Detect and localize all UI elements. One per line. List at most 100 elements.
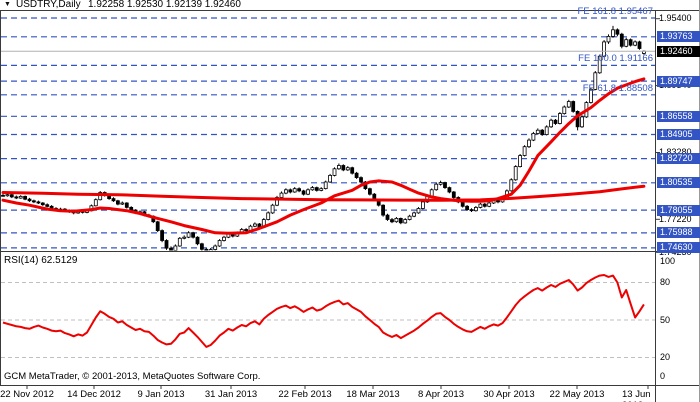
- fibonacci-expansion-label[interactable]: FE 61.8 1.88508: [582, 82, 653, 94]
- candle: [252, 222, 257, 228]
- candle: [597, 54, 602, 74]
- time-axis-label: 22 Nov 2012: [0, 389, 54, 400]
- candle: [186, 231, 191, 239]
- candle: [195, 236, 200, 246]
- candle: [182, 235, 187, 240]
- candle: [319, 187, 324, 192]
- price-axis-tick-label: 1.95400: [659, 13, 692, 24]
- candle: [434, 182, 439, 191]
- candle: [323, 180, 328, 190]
- candle: [385, 213, 390, 221]
- symbol-dropdown-icon[interactable]: ▼: [4, 1, 11, 8]
- candle: [328, 173, 333, 183]
- candle: [562, 105, 567, 115]
- candle: [487, 201, 492, 208]
- symbol-period-label: USDTRY,Daily: [16, 0, 81, 10]
- candle: [155, 220, 160, 233]
- candle: [628, 38, 633, 47]
- candle: [283, 188, 288, 195]
- rsi-scale-label: 0: [660, 371, 666, 381]
- candle: [350, 166, 355, 175]
- candle: [124, 202, 129, 209]
- candle: [270, 203, 275, 214]
- candle: [443, 181, 447, 189]
- candle: [266, 211, 271, 221]
- candle: [275, 195, 279, 207]
- time-axis-label: 8 Apr 2013: [418, 389, 464, 400]
- pane-separator[interactable]: [0, 251, 700, 252]
- price-level-badge: 1.93763: [657, 31, 700, 43]
- candle: [208, 248, 213, 251]
- candle: [310, 186, 315, 191]
- candle: [314, 186, 319, 192]
- candle: [199, 242, 204, 251]
- candle: [345, 166, 350, 171]
- candlesticks-layer[interactable]: [1, 25, 646, 252]
- candle: [32, 199, 36, 204]
- candle: [173, 244, 178, 251]
- candle: [540, 129, 545, 136]
- ohlc-values: 1.92258 1.92530 1.92139 1.92460: [88, 0, 241, 10]
- candle: [279, 191, 284, 199]
- candle: [398, 217, 403, 225]
- price-pane-top-border: [0, 10, 700, 11]
- candle: [580, 115, 584, 128]
- candle: [518, 154, 522, 168]
- candle: [611, 25, 615, 38]
- rsi-indicator-label: RSI(14) 62.5129: [4, 255, 78, 266]
- time-axis-border: [0, 385, 700, 386]
- chart-title-bar: ▼ USDTRY,Daily 1.92258 1.92530 1.92139 1…: [0, 0, 700, 10]
- candle: [535, 128, 540, 135]
- price-level-badge: 1.78055: [657, 204, 700, 216]
- candle: [522, 145, 527, 157]
- price-axis-tick-label: 1.77220: [659, 213, 692, 224]
- candle: [45, 203, 50, 208]
- time-axis-label: 22 Feb 2013: [278, 389, 332, 400]
- ma-fast-line[interactable]: [1, 77, 646, 235]
- candle: [18, 195, 23, 199]
- candle: [412, 211, 417, 218]
- rsi-line[interactable]: [2, 274, 645, 348]
- rsi-scale-label: 50: [660, 314, 671, 325]
- candle: [164, 239, 169, 250]
- candle: [633, 40, 637, 47]
- candle: [336, 163, 341, 170]
- candle: [553, 119, 558, 125]
- candle: [531, 131, 536, 142]
- price-level-badge: 1.89747: [657, 75, 700, 87]
- candle: [544, 125, 549, 136]
- fibonacci-expansion-label[interactable]: FE 100.0 1.91166: [578, 53, 653, 65]
- candle: [558, 112, 562, 125]
- price-level-badge: 1.74630: [657, 242, 700, 254]
- current-price-badge: 1.92460: [657, 45, 700, 57]
- candle: [292, 187, 297, 193]
- price-axis-border: [655, 10, 656, 402]
- candle: [509, 178, 514, 192]
- candle: [160, 229, 165, 243]
- time-axis-label: 14 Dec 2012: [67, 389, 121, 400]
- candle: [217, 239, 222, 247]
- rsi-scale-label: 20: [660, 352, 671, 362]
- candle: [301, 189, 306, 196]
- time-axis-label: 22 May 2013: [549, 389, 605, 400]
- price-level-badge: 1.80535: [657, 177, 700, 189]
- fibonacci-expansion-label[interactable]: FE 161.8 1.95467: [577, 6, 653, 17]
- candle: [593, 71, 598, 91]
- candle: [407, 214, 412, 221]
- candle: [602, 40, 606, 58]
- candle: [27, 197, 32, 202]
- candle: [615, 28, 620, 37]
- candle: [40, 202, 45, 206]
- candle: [513, 165, 518, 181]
- candle: [403, 218, 408, 224]
- candle: [416, 207, 421, 214]
- time-axis-label: 31 Jan 2013: [204, 389, 258, 400]
- ma-slow-line[interactable]: [1, 184, 646, 202]
- candle: [637, 40, 642, 50]
- candle: [1, 194, 5, 197]
- candle: [619, 32, 624, 49]
- candle: [624, 37, 629, 48]
- candle: [23, 195, 28, 201]
- candle: [381, 204, 386, 217]
